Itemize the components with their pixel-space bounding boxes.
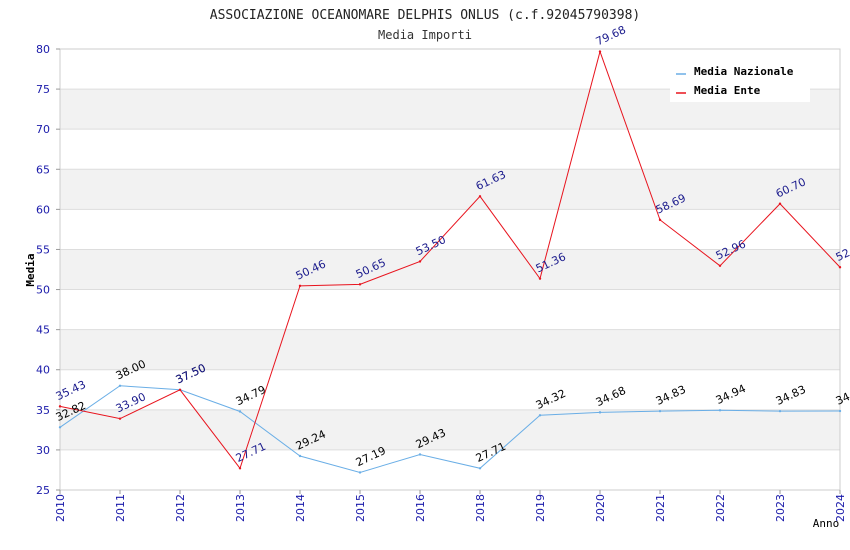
y-tick-label: 75	[36, 83, 50, 96]
background-bands	[60, 89, 840, 450]
x-tick-label: 2014	[294, 494, 307, 522]
legend: Media Nazionale Media Ente	[670, 60, 810, 102]
y-tick-label: 65	[36, 163, 50, 176]
background-band	[60, 409, 840, 450]
chart-subtitle: Media Importi	[378, 28, 472, 42]
legend-label-media-ente: Media Ente	[694, 84, 761, 97]
x-tick-label: 2020	[594, 494, 607, 522]
y-tick-label: 70	[36, 123, 50, 136]
y-tick-label: 25	[36, 484, 50, 497]
background-band	[60, 169, 840, 210]
data-point	[538, 277, 542, 280]
data-label: 34.83	[774, 383, 808, 408]
data-label: 34.79	[234, 383, 268, 408]
y-tick-label: 50	[36, 284, 50, 297]
chart-title: ASSOCIAZIONE OCEANOMARE DELPHIS ONLUS (c…	[210, 8, 640, 23]
x-tick-label: 2012	[174, 494, 187, 522]
data-label: 34.94	[714, 382, 748, 407]
x-tick-label: 2018	[474, 494, 487, 522]
data-point	[298, 454, 302, 458]
background-band	[60, 329, 840, 370]
y-tick-label: 60	[36, 203, 50, 216]
data-point	[778, 202, 782, 205]
plot-area	[59, 48, 841, 491]
y-tick-label: 30	[36, 444, 50, 457]
data-point	[658, 409, 662, 413]
x-tick-label: 2011	[114, 494, 127, 522]
background-band	[60, 249, 840, 290]
data-point	[838, 266, 842, 269]
x-axis-ticks: 2010 2011 2012 2013 2014 2015 2016 2018 2019 2020…	[54, 490, 847, 522]
data-point	[418, 453, 422, 456]
x-tick-label: 2023	[774, 494, 787, 522]
legend-label-media-nazionale: Media Nazionale	[694, 65, 794, 78]
x-axis-label: Anno	[813, 517, 840, 530]
y-axis-ticks: 25 30 35 40 45 50 55 60 65 70 75 80	[36, 43, 60, 497]
data-point	[358, 471, 362, 474]
data-point	[778, 409, 782, 413]
data-label: 34.32	[534, 387, 568, 412]
data-point	[58, 426, 62, 429]
y-tick-label: 55	[36, 243, 50, 256]
y-tick-label: 35	[36, 404, 50, 417]
series-line-media-nazionale	[59, 385, 841, 473]
data-point	[718, 264, 722, 268]
data-point	[178, 388, 182, 391]
series-lines	[58, 49, 842, 474]
data-point	[478, 467, 482, 470]
data-point	[298, 284, 302, 288]
data-point	[838, 409, 842, 413]
data-point	[118, 417, 122, 420]
x-tick-label: 2022	[714, 494, 727, 522]
data-point	[598, 50, 602, 53]
data-point	[358, 283, 362, 286]
series-line-media-ente	[59, 49, 841, 470]
y-tick-label: 80	[36, 43, 50, 56]
data-label: 34.68	[594, 384, 628, 409]
x-tick-label: 2019	[534, 494, 547, 522]
data-point	[58, 405, 62, 408]
x-tick-label: 2021	[654, 494, 667, 522]
data-point	[598, 411, 602, 414]
data-point	[118, 384, 122, 387]
data-point	[238, 410, 242, 413]
data-point	[658, 218, 662, 222]
y-axis-label: Media	[24, 253, 37, 286]
y-tick-label: 45	[36, 324, 50, 337]
x-tick-label: 2010	[54, 494, 67, 522]
data-label: 34.83	[654, 383, 688, 408]
x-tick-label: 2024	[834, 494, 847, 522]
data-point	[718, 409, 722, 412]
y-tick-label: 40	[36, 364, 50, 377]
data-point	[418, 260, 422, 263]
data-point	[538, 414, 542, 417]
x-tick-label: 2015	[354, 494, 367, 522]
x-tick-label: 2016	[414, 494, 427, 522]
x-tick-label: 2013	[234, 494, 247, 522]
data-point	[238, 467, 242, 470]
legend-box	[670, 60, 810, 102]
data-label: 34.85	[834, 383, 850, 408]
data-label: 35.43	[54, 378, 88, 403]
data-point	[478, 195, 482, 198]
data-label: 79.68	[594, 23, 628, 48]
